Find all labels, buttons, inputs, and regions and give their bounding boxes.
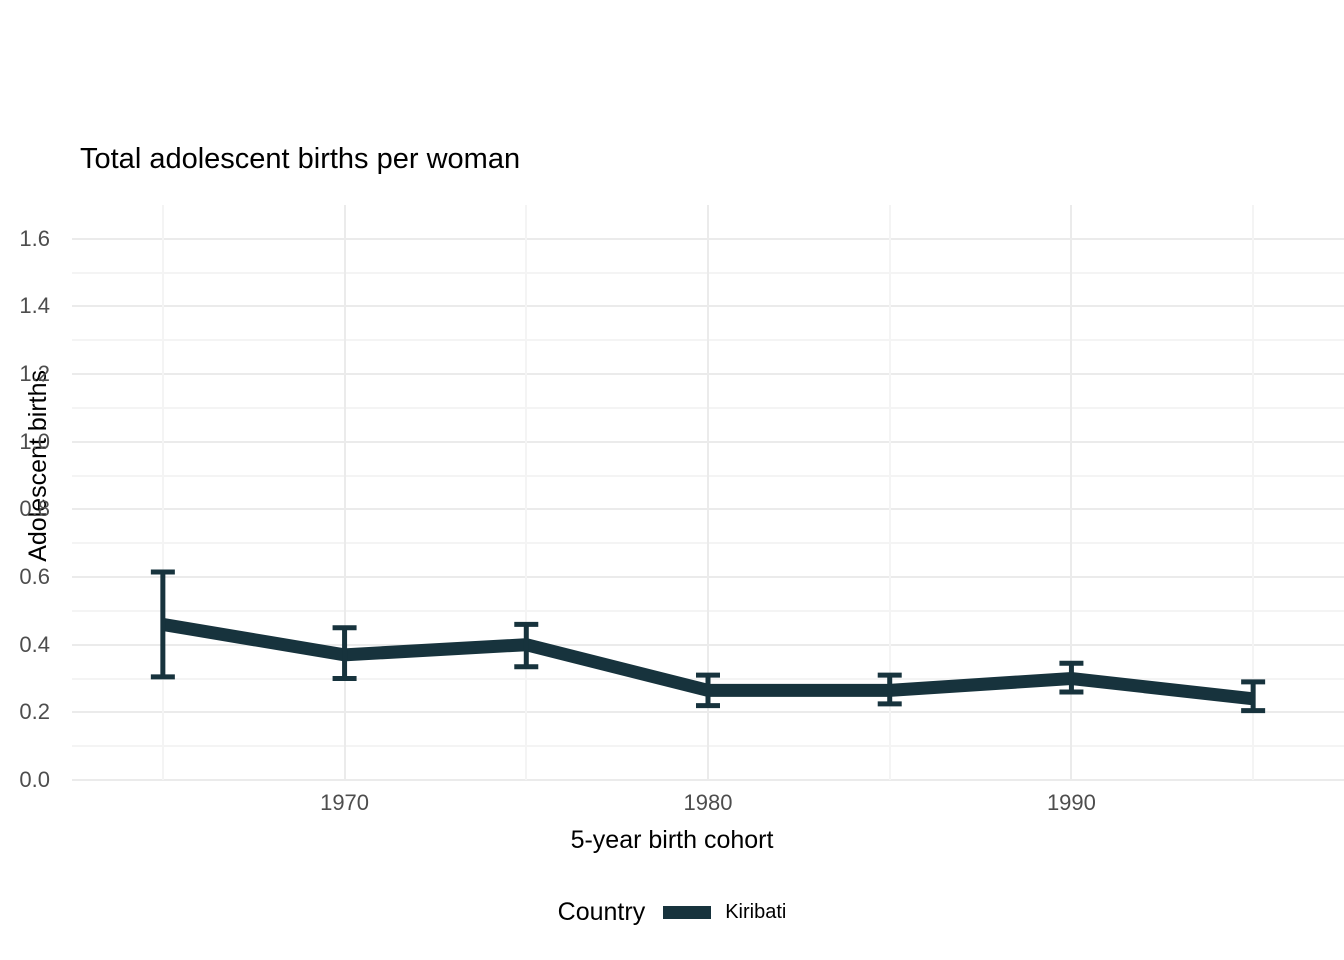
legend-key-swatch xyxy=(663,906,712,919)
legend-item[interactable]: Kiribati xyxy=(663,901,786,924)
error-bar xyxy=(150,569,175,680)
x-axis-title: 5-year birth cohort xyxy=(570,826,774,854)
gridline-vertical-minor xyxy=(888,205,891,780)
series-kiribati xyxy=(150,569,1266,714)
x-axis-tick-label: 1980 xyxy=(683,790,733,815)
data-layer xyxy=(150,569,1266,714)
gridline-horizontal-major xyxy=(72,779,1344,781)
error-bar xyxy=(696,672,720,709)
y-axis-tick-label: 0.0 xyxy=(19,767,50,792)
y-axis-tick-label: 1.4 xyxy=(19,293,50,319)
error-bar xyxy=(514,621,539,670)
y-axis-tick-label: 1.0 xyxy=(19,428,50,454)
legend-item-label: Kiribati xyxy=(725,901,787,923)
legend-title: Country xyxy=(557,898,646,926)
gridline-vertical-minor xyxy=(525,205,528,780)
gridline-vertical-minor xyxy=(161,205,164,780)
y-axis-tick-label: 0.8 xyxy=(19,496,50,522)
legend-entries: Kiribati xyxy=(663,901,786,924)
error-bar xyxy=(332,625,357,682)
error-bar xyxy=(1241,679,1266,714)
gridline-vertical-major xyxy=(707,205,709,780)
x-axis-tick-labels: 1970 1980 1990 xyxy=(72,790,1344,824)
y-axis-tick-label: 1.6 xyxy=(19,225,50,251)
plot-panel xyxy=(72,205,1344,781)
gridline-vertical-major xyxy=(1070,205,1073,780)
y-axis-tick-label: 0.2 xyxy=(19,699,50,725)
gridline-vertical-minor xyxy=(1252,205,1255,780)
y-axis-tick-labels: 0.0 0.2 0.4 0.6 0.8 1.0 1.2 1.4 1.6 xyxy=(0,205,62,792)
y-axis-tick-label: 0.6 xyxy=(19,564,50,590)
y-axis-tick-label: 0.4 xyxy=(19,631,50,657)
x-axis-tick-label: 1990 xyxy=(1046,790,1096,815)
gridline-vertical-major xyxy=(343,205,346,780)
x-axis-tick-label: 1970 xyxy=(320,790,370,815)
error-bar xyxy=(1059,660,1084,695)
legend: Country Kiribati xyxy=(0,898,1344,927)
error-bar xyxy=(877,672,902,707)
y-axis-tick-label: 1.2 xyxy=(19,361,50,387)
page-title: Total adolescent births per woman xyxy=(80,143,521,175)
